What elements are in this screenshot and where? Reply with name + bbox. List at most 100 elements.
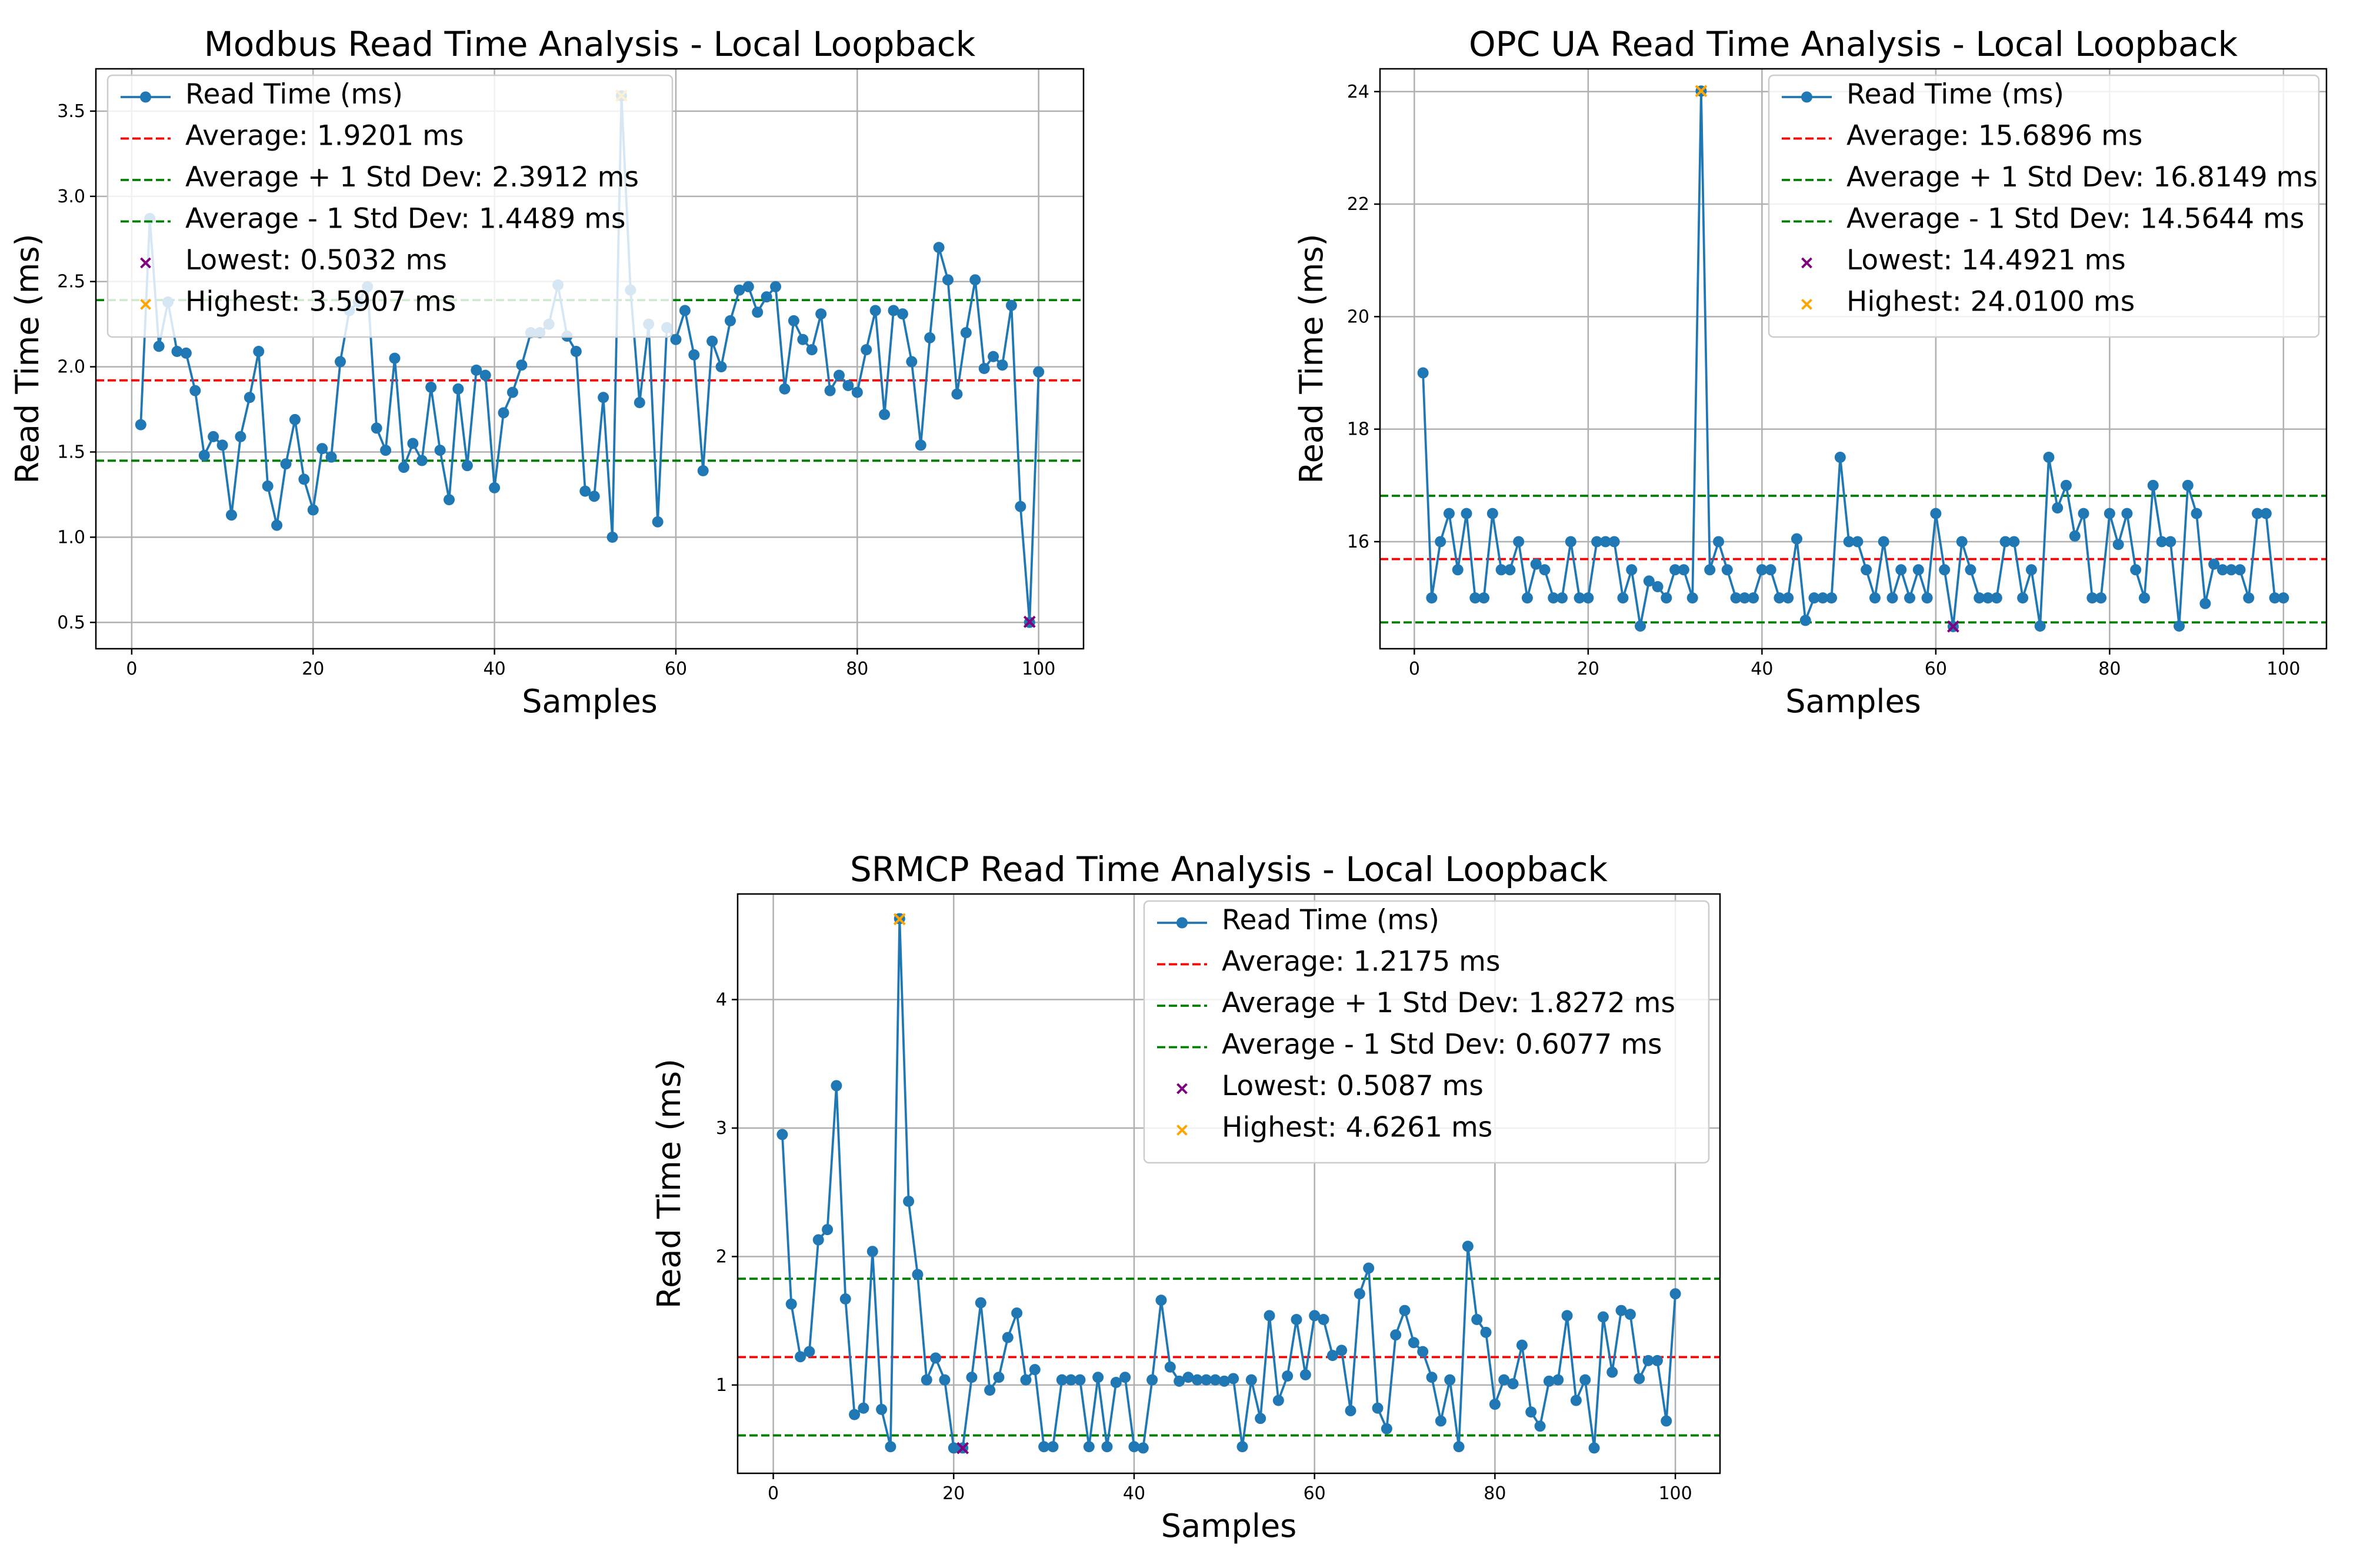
data-point — [1354, 1288, 1365, 1300]
data-point — [1991, 592, 2002, 604]
data-point — [1318, 1313, 1329, 1325]
y-axis-label: Read Time (ms) — [1293, 233, 1330, 483]
data-point — [833, 369, 845, 381]
data-point — [425, 381, 437, 393]
data-point — [1381, 1423, 1392, 1434]
data-point — [1480, 1326, 1492, 1338]
legend-handle-cross-b — [140, 299, 151, 310]
data-point — [1435, 1415, 1446, 1427]
data-point — [1721, 564, 1733, 576]
legend-handle-cross-b — [1801, 299, 1812, 310]
legend: Read Time (ms) Average: 15.6896 ms Average… — [1768, 74, 2320, 338]
data-point — [1852, 536, 1864, 548]
chart-title: SRMCP Read Time Analysis - Local Loopbac… — [850, 849, 1608, 889]
data-point — [1956, 536, 1968, 548]
data-point — [906, 356, 918, 368]
data-point — [1218, 1375, 1230, 1387]
data-point — [1345, 1405, 1356, 1417]
data-point — [1669, 564, 1681, 576]
axes-frame — [1379, 68, 2328, 650]
x-tick-label: 0 — [768, 1483, 779, 1504]
data-point — [984, 1384, 996, 1396]
legend-label: Average: 15.6896 ms — [1846, 120, 2142, 152]
data-point — [1282, 1370, 1294, 1382]
data-point — [1999, 536, 2011, 548]
data-point — [993, 1372, 1005, 1383]
data-point — [1291, 1313, 1302, 1325]
data-point — [1591, 536, 1603, 548]
data-point — [752, 306, 764, 318]
data-point — [1534, 1420, 1546, 1432]
data-point — [2199, 598, 2211, 609]
x-tick-label: 100 — [1022, 659, 1055, 679]
data-point — [1326, 1350, 1338, 1362]
data-point — [444, 494, 455, 506]
data-point — [822, 1224, 834, 1236]
data-point — [1974, 592, 1985, 604]
data-point — [1417, 367, 1429, 379]
y-tick-label: 16 — [1347, 532, 1369, 552]
data-point — [1174, 1375, 1185, 1387]
y-tick-label: 1.0 — [57, 527, 85, 548]
data-point — [1921, 592, 1933, 604]
x-axis-label: Samples — [1785, 683, 1921, 720]
data-point — [2252, 508, 2264, 519]
data-point — [879, 409, 891, 421]
legend-box — [1143, 900, 1710, 1164]
data-point — [434, 445, 446, 456]
data-point — [2069, 530, 2081, 542]
axes-frame — [736, 893, 1721, 1474]
data-point — [1965, 564, 1976, 576]
data-point — [869, 305, 881, 316]
legend-label: Read Time (ms) — [1222, 904, 1439, 936]
data-point — [1686, 592, 1698, 604]
data-point — [2078, 508, 2089, 519]
data-point — [471, 364, 482, 376]
data-point — [253, 346, 265, 358]
data-point — [1669, 1288, 1681, 1300]
data-point — [939, 1374, 951, 1386]
legend-label: Average - 1 Std Dev: 14.5644 ms — [1846, 203, 2304, 235]
x-tick-label: 20 — [302, 659, 324, 679]
data-point — [135, 419, 146, 431]
data-point — [839, 1293, 851, 1305]
x-tick-label: 100 — [1658, 1483, 1692, 1504]
data-point — [1774, 592, 1785, 604]
data-point — [280, 458, 292, 470]
data-point — [489, 482, 501, 493]
data-point — [2216, 564, 2228, 576]
data-point — [831, 1080, 842, 1092]
chart-title: Modbus Read Time Analysis - Local Loopba… — [204, 24, 976, 64]
data-point — [2043, 451, 2055, 463]
data-point — [734, 284, 745, 296]
data-point — [153, 341, 165, 352]
data-point — [858, 1402, 869, 1414]
legend-label: Highest: 24.0100 ms — [1846, 286, 2135, 318]
y-tick-label: 1.5 — [57, 442, 85, 462]
data-point — [2052, 502, 2064, 514]
data-point — [1417, 1346, 1429, 1357]
data-point — [2147, 479, 2159, 491]
legend-box — [1768, 74, 2320, 338]
data-point — [652, 516, 664, 528]
data-point — [1521, 592, 1533, 604]
data-point — [1264, 1310, 1275, 1322]
data-point — [966, 1372, 978, 1383]
data-point — [851, 386, 863, 398]
legend-label: Average - 1 Std Dev: 1.4489 ms — [185, 203, 626, 235]
data-point — [1834, 451, 1846, 463]
y-tick-label: 3.5 — [57, 101, 85, 122]
data-point — [888, 305, 899, 316]
data-point — [606, 531, 618, 543]
highest-marker-stroke-b — [893, 913, 906, 926]
y-tick-label: 2.5 — [57, 272, 85, 292]
data-point — [1056, 1374, 1068, 1386]
data-point — [2174, 620, 2185, 632]
data-point — [1209, 1374, 1221, 1386]
data-point — [779, 383, 791, 395]
data-point — [951, 388, 963, 400]
legend-handle-marker — [140, 91, 151, 103]
data-point — [1236, 1441, 1248, 1453]
chart-title: OPC UA Read Time Analysis - Local Loopba… — [1469, 24, 2238, 64]
